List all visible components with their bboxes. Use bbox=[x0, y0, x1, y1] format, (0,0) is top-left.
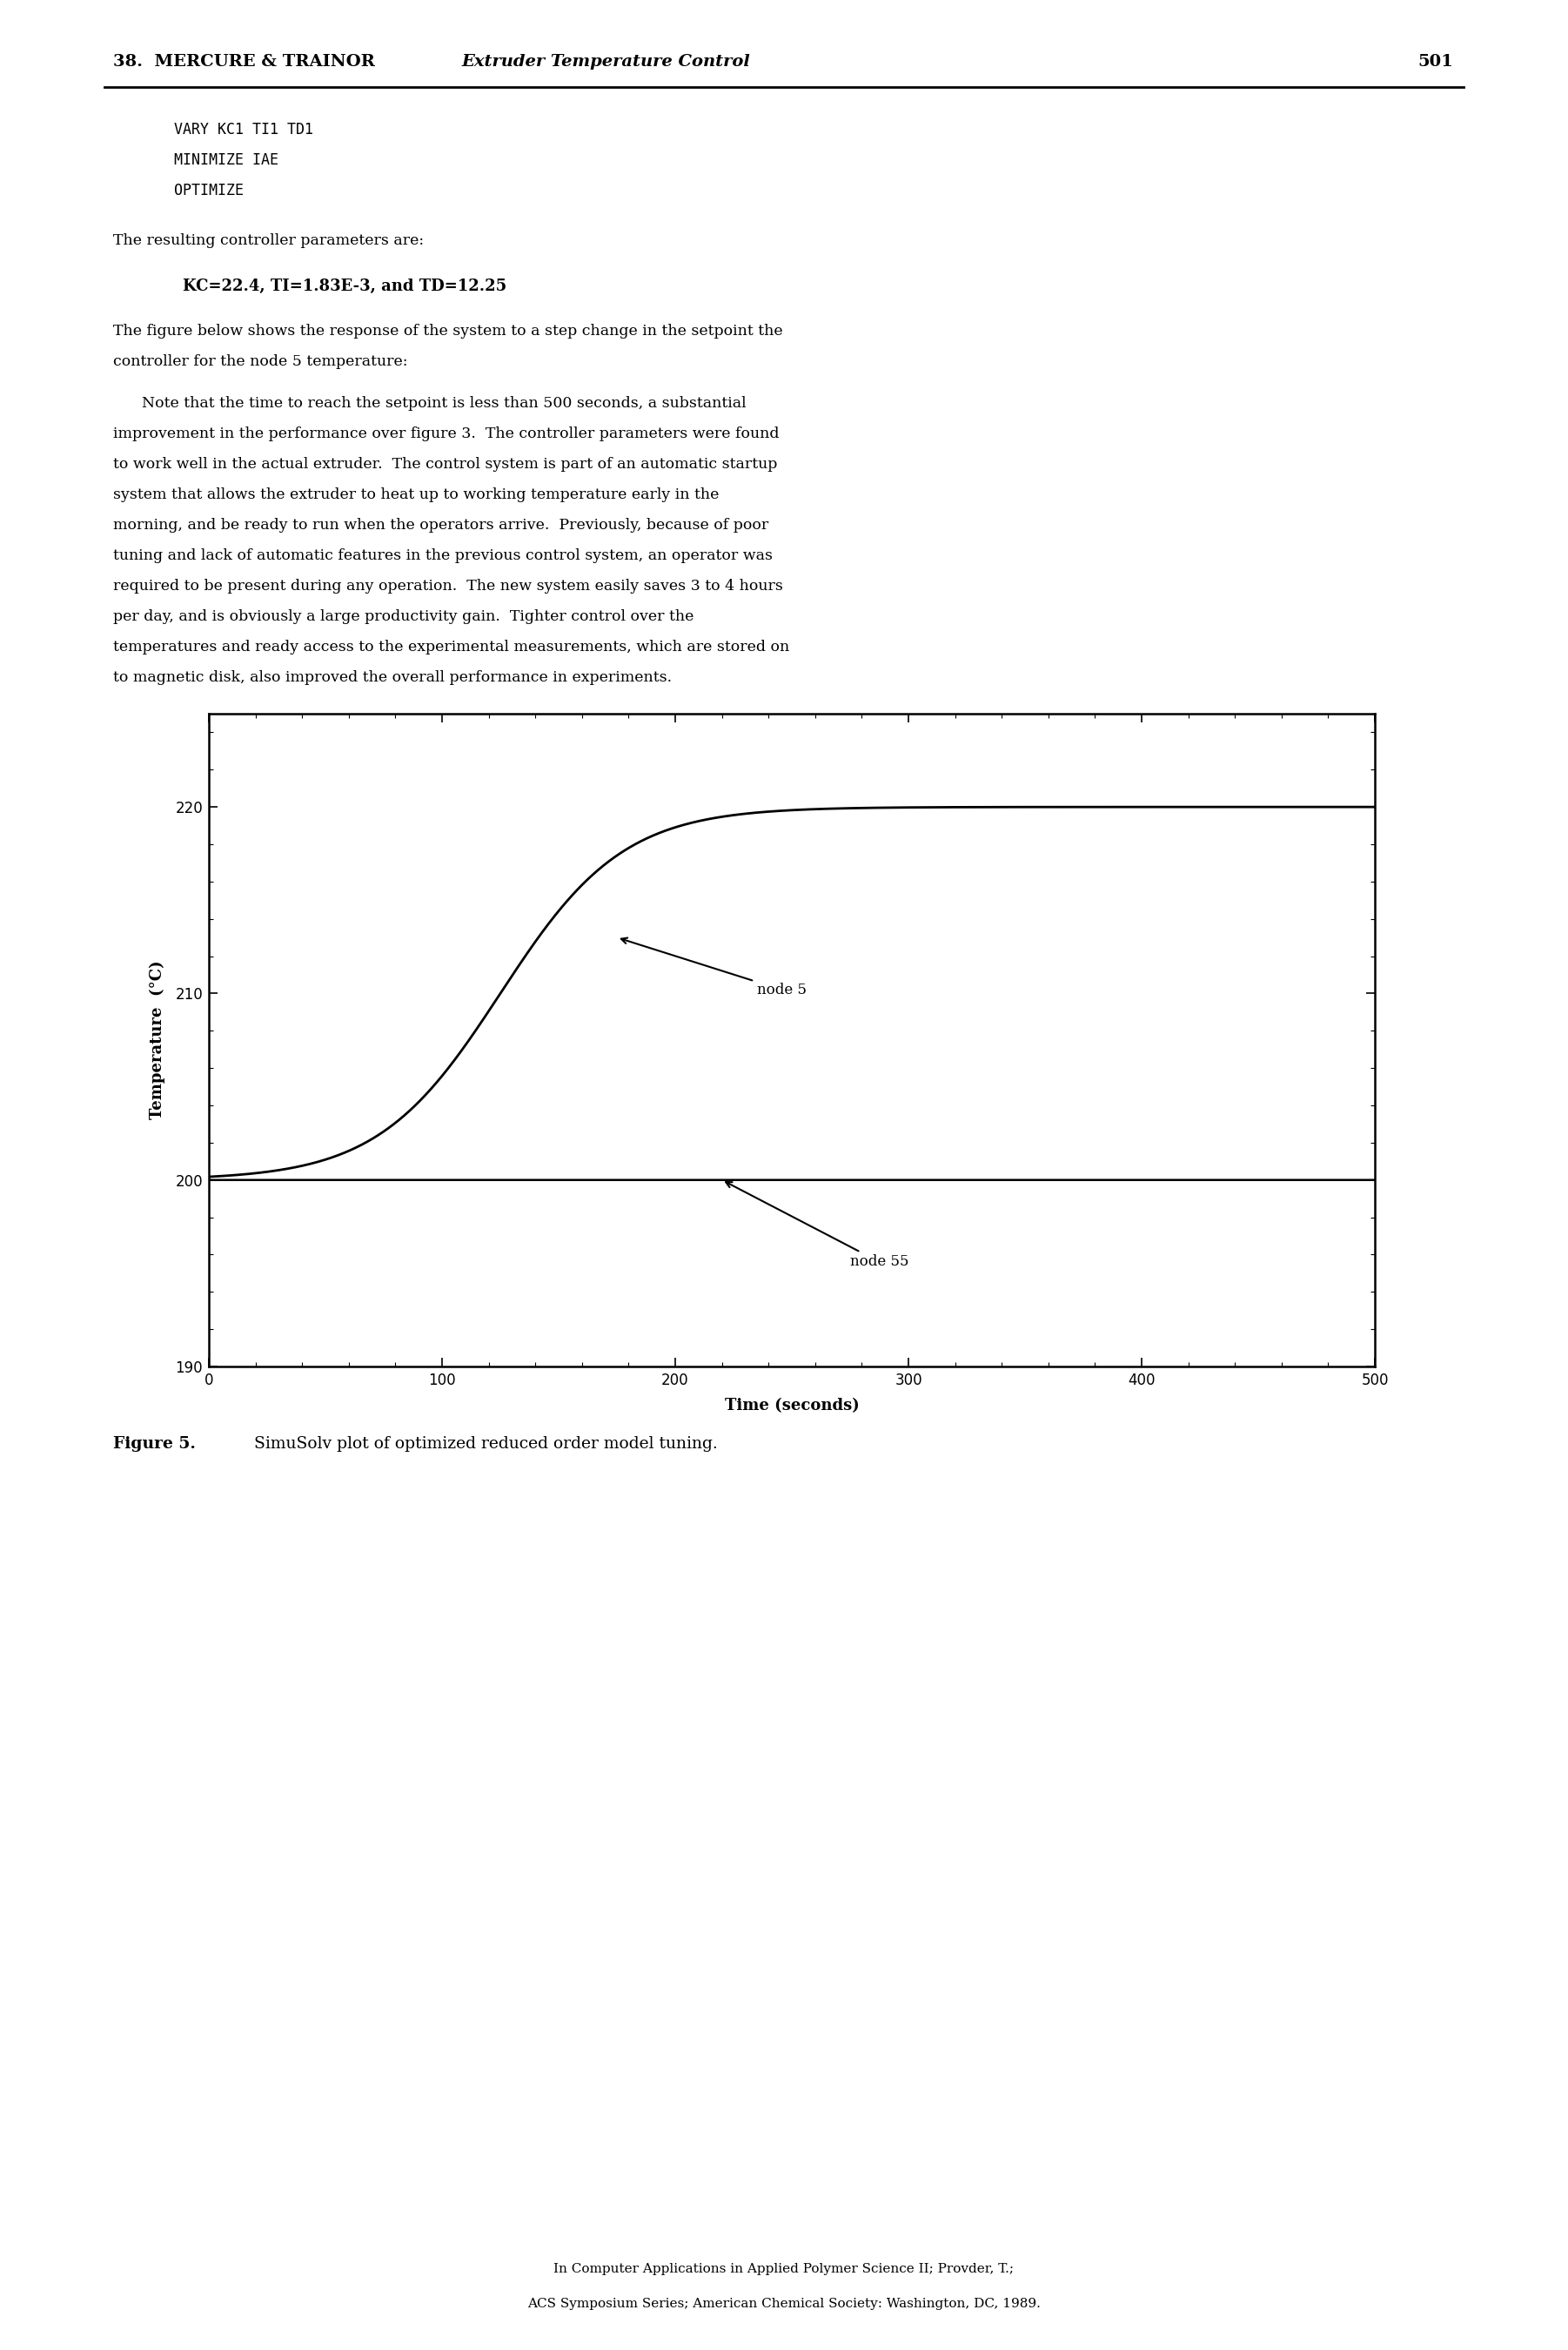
Text: controller for the node 5 temperature:: controller for the node 5 temperature: bbox=[113, 355, 408, 369]
Text: system that allows the extruder to heat up to working temperature early in the: system that allows the extruder to heat … bbox=[113, 486, 720, 503]
Text: tuning and lack of automatic features in the previous control system, an operato: tuning and lack of automatic features in… bbox=[113, 548, 773, 564]
Text: OPTIMIZE: OPTIMIZE bbox=[174, 183, 243, 197]
Text: ACS Symposium Series; American Chemical Society: Washington, DC, 1989.: ACS Symposium Series; American Chemical … bbox=[527, 2298, 1041, 2310]
X-axis label: Time (seconds): Time (seconds) bbox=[724, 1398, 859, 1415]
Text: The figure below shows the response of the system to a step change in the setpoi: The figure below shows the response of t… bbox=[113, 324, 782, 338]
Text: The resulting controller parameters are:: The resulting controller parameters are: bbox=[113, 233, 423, 249]
Text: temperatures and ready access to the experimental measurements, which are stored: temperatures and ready access to the exp… bbox=[113, 639, 789, 656]
Text: to work well in the actual extruder.  The control system is part of an automatic: to work well in the actual extruder. The… bbox=[113, 456, 778, 472]
Text: KC=22.4, TI=1.83E-3, and TD=12.25: KC=22.4, TI=1.83E-3, and TD=12.25 bbox=[183, 280, 506, 294]
Text: Note that the time to reach the setpoint is less than 500 seconds, a substantial: Note that the time to reach the setpoint… bbox=[113, 397, 746, 411]
Text: In Computer Applications in Applied Polymer Science II; Provder, T.;: In Computer Applications in Applied Poly… bbox=[554, 2263, 1014, 2275]
Text: node 55: node 55 bbox=[726, 1182, 909, 1269]
Text: 38.  MERCURE & TRAINOR: 38. MERCURE & TRAINOR bbox=[113, 54, 375, 70]
Text: Extruder Temperature Control: Extruder Temperature Control bbox=[461, 54, 750, 70]
Text: per day, and is obviously a large productivity gain.  Tighter control over the: per day, and is obviously a large produc… bbox=[113, 609, 693, 625]
Text: VARY KC1 TI1 TD1: VARY KC1 TI1 TD1 bbox=[174, 122, 314, 139]
Text: to magnetic disk, also improved the overall performance in experiments.: to magnetic disk, also improved the over… bbox=[113, 670, 671, 684]
Text: morning, and be ready to run when the operators arrive.  Previously, because of : morning, and be ready to run when the op… bbox=[113, 517, 768, 533]
Text: SimuSolv plot of optimized reduced order model tuning.: SimuSolv plot of optimized reduced order… bbox=[243, 1436, 718, 1452]
Text: improvement in the performance over figure 3.  The controller parameters were fo: improvement in the performance over figu… bbox=[113, 425, 779, 442]
Text: MINIMIZE IAE: MINIMIZE IAE bbox=[174, 153, 279, 167]
Text: required to be present during any operation.  The new system easily saves 3 to 4: required to be present during any operat… bbox=[113, 578, 782, 595]
Text: Figure 5.: Figure 5. bbox=[113, 1436, 196, 1452]
Text: 501: 501 bbox=[1417, 54, 1454, 70]
Y-axis label: Temperature  (°C): Temperature (°C) bbox=[149, 961, 166, 1119]
Text: node 5: node 5 bbox=[621, 938, 806, 996]
